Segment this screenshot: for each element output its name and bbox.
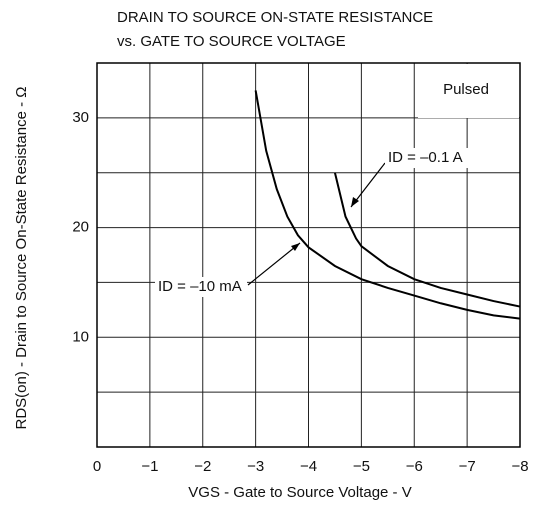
chart-title: DRAIN TO SOURCE ON-STATE RESISTANCE	[117, 9, 433, 26]
annotation: Pulsed	[443, 81, 489, 98]
callout-arrow	[247, 242, 301, 286]
y-tick-label: 10	[72, 328, 89, 345]
x-axis-label: VGS - Gate to Source Voltage - V	[188, 484, 411, 501]
series-label-bg	[385, 148, 485, 168]
y-axis-label: RDS(on) - Drain to Source On-State Resis…	[13, 86, 30, 429]
x-tick-label: −2	[194, 458, 211, 475]
data-line	[254, 90, 521, 320]
arrow-head	[291, 243, 300, 251]
series-label-bg	[155, 277, 247, 297]
data-line	[333, 172, 521, 308]
arrow-head	[351, 197, 359, 207]
chart-title: vs. GATE TO SOURCE VOLTAGE	[117, 33, 346, 50]
x-tick-label: −3	[247, 458, 264, 475]
series-label: ID = –10 mA	[158, 278, 242, 295]
x-tick-label: −4	[300, 458, 317, 475]
x-tick-label: −6	[406, 458, 423, 475]
y-tick-label: 20	[72, 219, 89, 236]
x-tick-label: 0	[93, 458, 101, 475]
annotation-box	[418, 64, 519, 118]
x-tick-label: −5	[353, 458, 370, 475]
x-tick-label: −1	[141, 458, 158, 475]
x-tick-label: −7	[459, 458, 476, 475]
plot-frame	[96, 62, 521, 448]
x-tick-label: −8	[511, 458, 528, 475]
y-tick-label: 30	[72, 109, 89, 126]
series-label: ID = –0.1 A	[388, 149, 463, 166]
